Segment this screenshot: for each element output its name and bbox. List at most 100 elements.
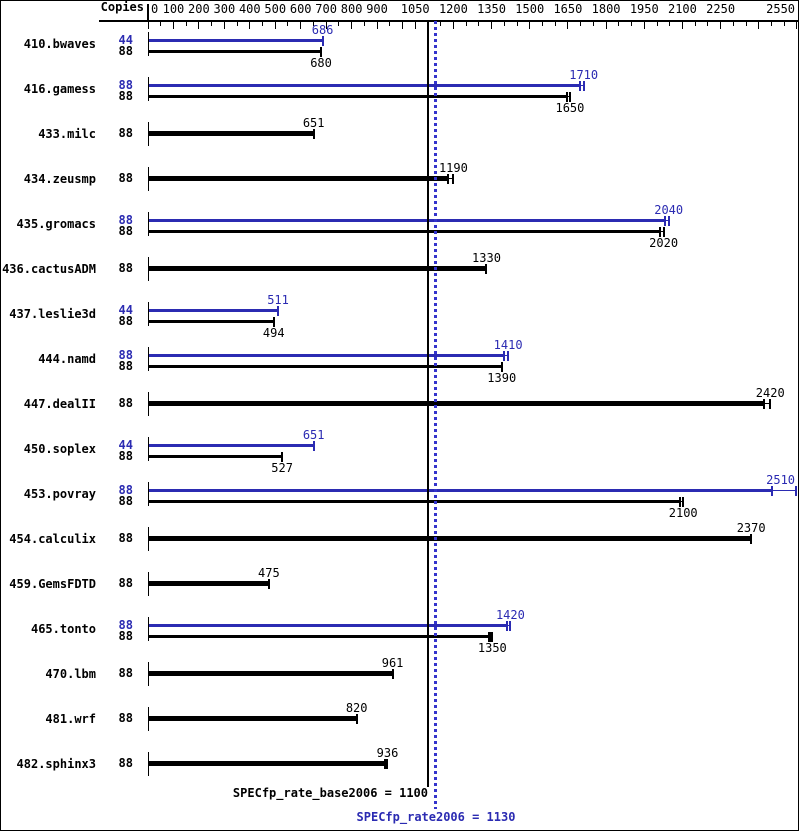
x-axis-tick [338,21,340,26]
x-axis-label: 0 [150,2,159,16]
bar-end-tick [568,91,571,102]
copies-label: 88 [118,348,133,362]
result-value-label: 1420 [495,608,525,622]
bar-end-tick [452,173,455,184]
result-bar-base [149,365,502,368]
benchmark-label: 482.sphinx3 [16,757,96,771]
bar-end-tick [659,226,662,237]
bar-end-tick [491,631,494,642]
result-bar-base [149,536,752,541]
x-axis-tick [300,21,302,29]
copies-label: 88 [118,396,133,410]
result-bar-peak [149,624,508,627]
row-axis-segment [148,212,149,236]
bar-end-tick [488,631,491,642]
copies-label: 88 [118,44,133,58]
row-axis-segment [148,572,149,596]
bar-end-tick [272,316,275,327]
x-axis-tick [363,21,365,26]
x-axis-tick [274,21,276,29]
bar-end-tick [762,398,765,409]
base-mean-label: SPECfp_rate_base2006 = 1100 [232,786,428,800]
copies-label: 88 [118,213,133,227]
x-axis-tick [465,21,467,26]
result-value-label: 686 [311,23,334,37]
bar-end-tick [509,620,512,631]
row-axis-segment [148,77,149,101]
bar-range-line [384,763,388,764]
copies-label: 88 [118,629,133,643]
copies-label: 44 [118,438,133,452]
row-axis-segment [148,527,149,551]
result-value-label: 511 [267,293,289,307]
bar-end-tick [383,758,386,769]
result-value-label: 961 [381,656,404,670]
x-axis-label: 1800 [591,2,621,16]
bar-end-tick [320,46,323,57]
x-axis-label: 400 [238,2,261,16]
bar-end-tick [281,451,284,462]
benchmark-label: 435.gromacs [16,217,96,231]
copies-label: 88 [118,666,133,680]
copies-label: 88 [118,576,133,590]
result-bar-peak [149,39,323,42]
benchmark-label: 416.gamess [23,82,96,96]
result-bar-base [149,266,487,271]
x-axis-label: 300 [213,2,236,16]
x-axis-label: 1350 [477,2,507,16]
copies-label: 88 [118,449,133,463]
result-value-label: 2370 [736,521,766,535]
x-axis-label: 800 [340,2,363,16]
x-axis-tick [440,21,442,26]
x-axis-label: 700 [315,2,337,16]
result-value-label: 936 [376,746,399,760]
bar-end-tick [795,485,798,496]
copies-label: 88 [118,483,133,497]
copies-label: 88 [118,224,133,238]
x-axis-label: 1500 [515,2,545,16]
bar-end-tick [489,631,492,642]
x-axis-tick [172,21,174,29]
benchmark-label: 470.lbm [45,667,96,681]
copies-label: 88 [118,494,133,508]
result-value-label: 1650 [555,100,585,115]
bar-end-tick [682,496,685,507]
result-value-label: 475 [258,566,280,580]
bar-range-line [566,96,570,97]
copies-label: 88 [118,171,133,185]
bar-range-line [579,85,584,86]
result-value-label: 1410 [493,338,523,352]
bar-end-tick [507,350,510,361]
bar-end-tick [321,35,324,46]
x-axis-tick [414,21,416,29]
bar-end-tick [446,173,449,184]
bar-end-tick [565,91,568,102]
result-bar-base [149,581,269,586]
x-axis-tick [707,21,709,26]
result-value-label: 651 [302,428,325,442]
x-axis-tick [732,21,734,26]
x-axis-tick [554,21,556,26]
benchmark-label: 465.tonto [30,622,96,636]
benchmark-label: 450.soplex [23,442,96,456]
x-axis-tick [160,21,162,26]
result-value-label: 527 [271,460,293,475]
result-value-label: 2020 [649,235,679,250]
result-bar-base [149,320,274,323]
x-axis-tick [236,21,238,26]
x-axis-label: 200 [188,2,210,16]
x-axis-tick [452,21,454,29]
result-value-label: 494 [262,325,285,340]
copies-label: 88 [118,618,133,632]
bar-range-line [664,220,669,221]
x-axis-tick [249,21,251,29]
x-axis-tick [402,21,403,29]
x-axis-tick [656,21,658,26]
result-bar-base [149,500,680,503]
row-axis-segment [148,707,149,731]
x-axis-tick [491,21,493,29]
benchmark-label: 434.zeusmp [23,172,96,186]
result-value-label: 2040 [654,203,684,217]
row-axis-segment [148,167,149,191]
